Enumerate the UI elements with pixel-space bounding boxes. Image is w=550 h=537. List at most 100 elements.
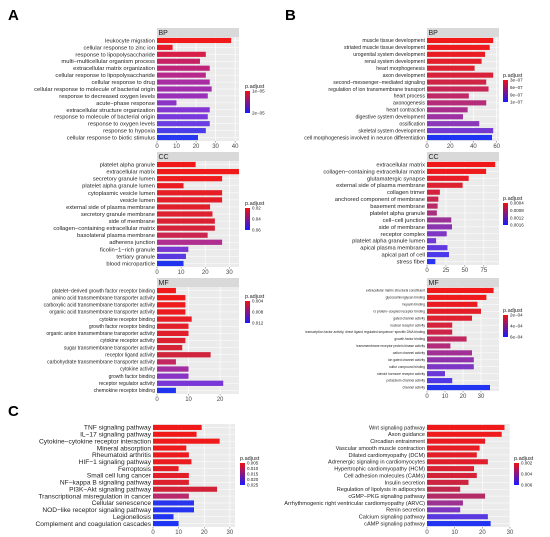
legend-label: 1e−07 xyxy=(510,100,523,105)
category-label: blood microparticle xyxy=(106,261,155,267)
x-tick-label: 40 xyxy=(470,144,477,150)
category-label: cell morphogenesis involved in neuron di… xyxy=(304,135,425,141)
category-label: NF−kappa B signaling pathway xyxy=(60,480,152,487)
bar xyxy=(427,438,486,444)
category-label: Circadian entrainment xyxy=(370,439,425,445)
legend-colorbar xyxy=(245,91,250,113)
legend-label: 0.0012 xyxy=(510,215,524,220)
category-label: extracellular matrix xyxy=(376,162,425,168)
bar xyxy=(427,114,463,120)
category-label: muscle tissue development xyxy=(362,38,425,44)
bar xyxy=(153,431,197,437)
category-label: carboxylic acid transmembrane transporte… xyxy=(44,303,156,309)
category-label: leukocyte migration xyxy=(105,38,155,44)
bar xyxy=(427,507,461,513)
category-label: extracellular matrix structural constitu… xyxy=(366,289,425,293)
bar xyxy=(427,378,453,384)
facet-strip xyxy=(427,152,499,161)
category-label: stress fiber xyxy=(397,260,425,266)
bar xyxy=(157,134,198,141)
category-label: carbohydrate transmembrane transporter a… xyxy=(47,360,155,366)
category-label: skeletal system development xyxy=(358,128,425,134)
x-tick-label: 10 xyxy=(451,530,458,536)
bar xyxy=(157,107,210,113)
legend-label: 0.025 xyxy=(247,483,259,488)
legend-label: 0.004 xyxy=(252,299,264,304)
bar xyxy=(427,65,475,71)
bar xyxy=(427,343,451,349)
bar xyxy=(427,175,469,181)
bar xyxy=(153,445,187,451)
category-label: growth factor receptor binding xyxy=(89,324,155,330)
legend-label: 0.015 xyxy=(247,472,259,477)
x-tick-label: 10 xyxy=(185,397,192,403)
x-tick-label: 20 xyxy=(460,394,467,400)
bar xyxy=(427,371,445,377)
category-label: acute−phase response xyxy=(96,101,155,107)
category-label: ossification xyxy=(399,121,425,127)
x-tick-label: 60 xyxy=(493,144,500,150)
category-label: Cellular senescence xyxy=(92,500,152,507)
legend-label: 0.008 xyxy=(252,310,264,315)
bar xyxy=(157,344,183,351)
category-label: glycosaminoglycan binding xyxy=(386,296,426,300)
legend-label: 2e−05 xyxy=(252,111,265,116)
facet-strip xyxy=(157,278,239,287)
category-label: secretory granule membrane xyxy=(81,212,155,218)
bar xyxy=(157,232,208,238)
category-label: heart process xyxy=(394,94,426,100)
x-tick-label: 40 xyxy=(232,144,239,150)
category-label: NOD−like receptor signaling pathway xyxy=(42,507,151,514)
bar xyxy=(157,65,210,71)
category-label: basolateral plasma membrane xyxy=(77,233,155,239)
category-label: side of membrane xyxy=(379,225,425,231)
category-label: basement membrane xyxy=(370,204,425,210)
legend-title: p.adjust xyxy=(245,201,265,207)
category-label: cellular response to drug xyxy=(92,80,155,86)
x-tick-label: 10 xyxy=(178,270,185,276)
legend-label: 0.0016 xyxy=(510,223,524,228)
bar xyxy=(157,197,223,203)
bar xyxy=(153,438,220,444)
bar xyxy=(153,472,189,479)
panel-label-b: B xyxy=(285,7,296,24)
bar xyxy=(427,86,489,92)
bar xyxy=(157,58,200,64)
category-label: growth factor binding xyxy=(109,374,156,380)
bar xyxy=(427,357,474,363)
legend-title: p.adjust xyxy=(245,294,265,300)
x-tick-label: 20 xyxy=(193,144,200,150)
bar xyxy=(157,330,189,337)
category-label: PI3K−Akt signaling pathway xyxy=(69,486,152,493)
legend-label: 0.0004 xyxy=(510,201,524,206)
category-label: ficolin−1−rich granule xyxy=(100,247,155,253)
bar xyxy=(157,128,206,134)
bar xyxy=(427,161,496,168)
legend-title: p.adjust xyxy=(503,73,523,79)
bar xyxy=(157,309,186,315)
category-label: Wnt signaling pathway xyxy=(369,425,425,431)
category-label: platelet alpha granule lumen xyxy=(352,239,425,245)
category-label: Mineral absorption xyxy=(97,445,152,452)
bar xyxy=(427,329,453,335)
category-label: tertiary granule xyxy=(116,254,155,260)
bar xyxy=(157,218,215,224)
category-label: Hypertrophic cardiomyopathy (HCM) xyxy=(334,467,425,473)
bar xyxy=(427,168,487,174)
category-label: chemokine receptor binding xyxy=(94,388,156,394)
bar xyxy=(157,183,184,189)
bar xyxy=(427,479,469,485)
bar xyxy=(427,93,469,99)
category-label: cation channel activity xyxy=(393,351,426,355)
bar xyxy=(427,322,453,328)
category-label: cytokine receptor activity xyxy=(100,338,155,344)
legend-label: 9e−07 xyxy=(510,92,523,97)
facet-strip xyxy=(157,28,239,37)
bar xyxy=(153,493,189,499)
bar xyxy=(153,514,174,520)
bar xyxy=(157,190,223,196)
category-label: apical part of cell xyxy=(382,253,426,259)
bar xyxy=(157,359,176,365)
bar xyxy=(157,295,186,301)
